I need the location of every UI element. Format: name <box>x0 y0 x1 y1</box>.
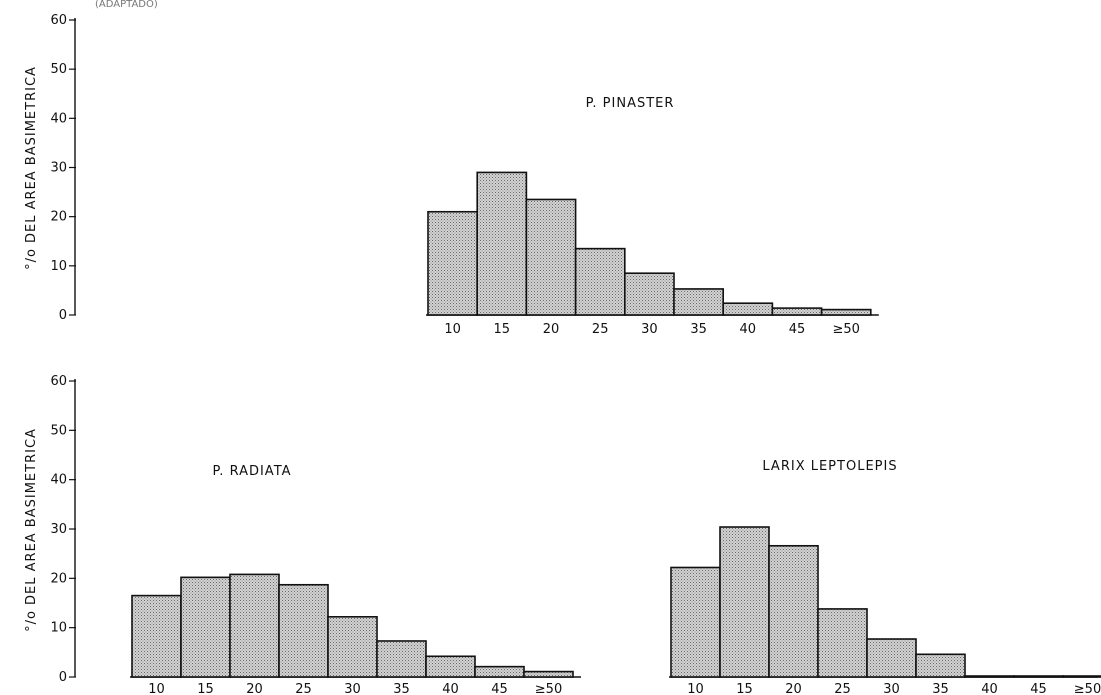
chart-panel-2: 0 10 20 30 40 50 60 °/o DEL AREA BASIMETRICA P. … <box>24 374 581 695</box>
x-tick-label: 15 <box>736 682 753 695</box>
x-tick-label: 10 <box>148 682 165 695</box>
chart-title: P. PINASTER <box>586 96 675 111</box>
chart-panel-1: 0 10 20 30 40 50 60 °/o DEL AREA BASIMETRICA P. … <box>24 13 879 337</box>
bar <box>768 544 819 678</box>
x-tick-label: 30 <box>641 322 658 337</box>
bar <box>623 272 675 316</box>
x-tick-label: 35 <box>393 682 410 695</box>
x-tick-label: 35 <box>932 682 949 695</box>
bar <box>376 640 427 678</box>
x-tick-label: 20 <box>246 682 263 695</box>
bar <box>180 576 231 678</box>
bar <box>278 583 329 678</box>
bar <box>866 638 917 678</box>
y-tick-label: 60 <box>50 374 67 389</box>
x-tick-label: ≥50 <box>535 682 562 695</box>
bar <box>670 566 721 678</box>
bar <box>574 247 626 316</box>
x-tick-label: 10 <box>687 682 704 695</box>
x-tick-label: 40 <box>981 682 998 695</box>
y-tick-label: 30 <box>50 522 67 537</box>
bar <box>427 210 479 316</box>
bar <box>523 670 574 678</box>
y-tick-label: 20 <box>50 571 67 586</box>
x-tick-label: 15 <box>494 322 511 337</box>
y-tick-label: 60 <box>50 13 67 28</box>
y-tick-label: 40 <box>50 111 67 126</box>
bar <box>476 171 528 316</box>
y-axis-label: °/o DEL AREA BASIMETRICA <box>24 428 39 632</box>
y-tick-label: 50 <box>50 423 67 438</box>
x-tick-label: 25 <box>592 322 609 337</box>
bar <box>817 608 868 678</box>
bar <box>525 198 577 316</box>
bar <box>327 616 378 678</box>
y-tick-label: 40 <box>50 473 67 488</box>
x-tick-label: 30 <box>883 682 900 695</box>
y-tick-label: 30 <box>50 161 67 176</box>
bar <box>131 594 182 678</box>
chart-title: P. RADIATA <box>212 464 291 479</box>
y-tick-label: 0 <box>59 670 67 685</box>
bar <box>229 573 280 678</box>
bar <box>964 675 1015 678</box>
y-axis-label: °/o DEL AREA BASIMETRICA <box>24 66 39 270</box>
x-tick-label: ≥50 <box>832 322 859 337</box>
header-text: (ADAPTADO) <box>95 0 158 10</box>
x-tick-label: 25 <box>295 682 312 695</box>
x-tick-label: 20 <box>543 322 560 337</box>
chart-panel-3: LARIX LEPTOLEPIS 10 15 20 25 30 35 40 45 ≥50 <box>669 459 1101 695</box>
x-tick-label: 25 <box>834 682 851 695</box>
y-tick-label: 0 <box>59 308 67 323</box>
bar <box>719 526 770 678</box>
y-tick-label: 20 <box>50 210 67 225</box>
x-tick-label: 45 <box>789 322 806 337</box>
bar <box>915 653 966 678</box>
y-tick-label: 10 <box>50 259 67 274</box>
x-tick-label: 15 <box>197 682 214 695</box>
x-tick-label: 30 <box>344 682 361 695</box>
bar <box>425 655 476 678</box>
x-tick-label: 10 <box>444 322 461 337</box>
bar <box>1062 675 1101 678</box>
bar <box>771 307 823 316</box>
x-tick-label: 35 <box>690 322 707 337</box>
bar <box>820 308 872 316</box>
x-tick-label: ≥50 <box>1074 682 1101 695</box>
x-tick-label: 45 <box>1030 682 1047 695</box>
x-tick-label: 40 <box>442 682 459 695</box>
chart-title: LARIX LEPTOLEPIS <box>762 459 897 474</box>
bar <box>673 288 725 316</box>
x-tick-label: 40 <box>740 322 757 337</box>
y-tick-label: 10 <box>50 621 67 636</box>
bar <box>1013 675 1064 678</box>
bar <box>474 665 525 678</box>
y-tick-label: 50 <box>50 62 67 77</box>
x-tick-label: 45 <box>491 682 508 695</box>
bar <box>722 302 774 316</box>
x-tick-label: 20 <box>785 682 802 695</box>
chart-panels: 0 10 20 30 40 50 60 °/o DEL AREA BASIMETRICA P. … <box>24 13 1101 695</box>
